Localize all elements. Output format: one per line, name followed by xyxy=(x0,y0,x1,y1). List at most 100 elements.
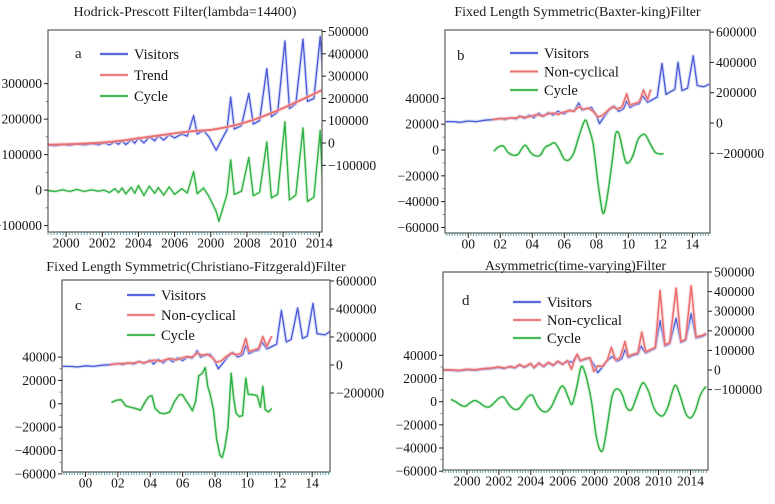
y-axis-right-tick-label: −200000 xyxy=(336,386,384,401)
y-axis-right-tick-label: 200000 xyxy=(328,91,369,106)
series-halo-cycle xyxy=(110,365,274,460)
y-axis-right-tick-label: 200000 xyxy=(716,85,757,100)
y-axis-left-tick-label: 200000 xyxy=(2,112,43,127)
y-axis-right-tick-label: 100000 xyxy=(714,343,755,358)
x-axis-tick-label: 2010 xyxy=(270,236,297,251)
x-axis-tick-label: 2006 xyxy=(161,236,188,251)
x-axis-tick-label: 2010 xyxy=(645,474,672,489)
legend-label: Trend xyxy=(134,68,169,84)
series-line-non-cyclical xyxy=(492,89,652,121)
x-axis-tick-label: 04 xyxy=(526,237,540,252)
x-axis-tick-label: 2008 xyxy=(233,236,260,251)
panel-baxter-king: Fixed Length Symmetric(Baxter-king)Filte… xyxy=(390,0,775,252)
y-axis-right-tick-label: 300000 xyxy=(328,69,369,84)
y-axis-left-tick-label: 40000 xyxy=(405,91,439,106)
x-axis-tick-label: 2000 xyxy=(453,474,480,489)
x-axis-tick-label: 02 xyxy=(493,237,507,252)
y-axis-left-tick-label: −20000 xyxy=(398,168,440,183)
y-axis-left-tick-label: −40000 xyxy=(15,443,57,458)
series-line-cycle xyxy=(493,119,664,215)
panel-title: Asymmetric(time-varying)Filter xyxy=(484,259,667,274)
series-group xyxy=(62,301,331,460)
y-axis-left-tick-label: 0 xyxy=(430,394,437,409)
series-line-cycle xyxy=(450,365,707,453)
series-line-non-cyclical xyxy=(443,285,707,373)
y-axis-right-tick-label: −200000 xyxy=(716,146,764,161)
y-axis-right-tick-label: 400000 xyxy=(714,284,755,299)
legend-label: Non-cyclical xyxy=(544,65,619,81)
panel-letter: b xyxy=(457,48,465,64)
x-axis-tick-label: 2006 xyxy=(549,474,576,489)
y-axis-left-tick-label: 20000 xyxy=(405,117,439,132)
x-axis-tick-label: 00 xyxy=(461,237,475,252)
y-axis-right-tick-label: 400000 xyxy=(328,46,369,61)
y-axis-right-tick-label: 600000 xyxy=(716,25,757,40)
x-axis-tick-label: 04 xyxy=(144,476,158,491)
x-axis-tick-label: 14 xyxy=(686,237,700,252)
y-axis-left-tick-label: −20000 xyxy=(15,420,57,435)
legend-label: Visitors xyxy=(161,288,206,304)
y-axis-right-tick-label: 400000 xyxy=(716,55,757,70)
x-axis-tick-label: 2008 xyxy=(613,474,640,489)
y-axis-right-tick-label: 500000 xyxy=(328,24,369,39)
series-halo-cycle xyxy=(492,118,664,216)
y-axis-right-tick-label: −100000 xyxy=(328,158,376,173)
x-axis-tick-label: 2002 xyxy=(485,474,512,489)
y-axis-right-tick-label: 0 xyxy=(328,136,335,151)
y-axis-left-tick-label: 0 xyxy=(35,183,42,198)
x-axis-tick-label: 2014 xyxy=(677,474,704,489)
x-axis-tick-label: 2002 xyxy=(89,236,116,251)
y-axis-left-tick-label: −60000 xyxy=(396,464,438,479)
baxter-king-chart-canvas: 00 02 04 06 08 10 12 1440000200000−20000−40000−… xyxy=(398,25,765,252)
y-axis-right-tick-label: 400000 xyxy=(336,301,377,316)
panel-letter: d xyxy=(462,293,470,309)
series-line-cycle xyxy=(47,121,323,222)
x-axis-tick-label: 2014 xyxy=(306,236,333,251)
y-axis-left-tick-label: −20000 xyxy=(396,417,438,432)
x-axis-tick-label: 2000 xyxy=(53,236,80,251)
legend-label: Visitors xyxy=(547,295,592,311)
panel-hodrick-prescott: Hodrick-Prescott Filter(lambda=14400) 20… xyxy=(0,0,390,252)
y-axis-right-tick-label: 0 xyxy=(336,358,343,373)
y-axis-right-tick-label: −100000 xyxy=(714,382,762,397)
y-axis-right-tick-label: 300000 xyxy=(714,304,755,319)
series-line-trend xyxy=(47,88,323,146)
y-axis-right-tick-label: 200000 xyxy=(714,323,755,338)
x-axis-tick-label: 00 xyxy=(79,476,93,491)
series-line-cycle xyxy=(111,366,273,459)
y-axis-left-tick-label: 0 xyxy=(49,396,56,411)
y-axis-right-tick-label: 200000 xyxy=(336,329,377,344)
y-axis-left-tick-label: 20000 xyxy=(403,371,437,386)
series-line-non-cyclical xyxy=(109,335,273,366)
panel-christiano-fitzgerald: Fixed Length Symmetric(Christiano-Fitzge… xyxy=(0,252,390,504)
asymmetric-filter-chart-canvas: 2000 2002 2004 2006 2000 2008 2010 2014 40000 200… xyxy=(396,265,763,489)
panel-title: Fixed Length Symmetric(Christiano-Fitzge… xyxy=(46,260,346,275)
x-axis-tick-label: 14 xyxy=(305,476,319,491)
panel-title: Hodrick-Prescott Filter(lambda=14400) xyxy=(73,5,297,20)
x-axis-tick-label: 2000 xyxy=(581,474,608,489)
legend-label: Non-cyclical xyxy=(547,313,622,329)
panel-asymmetric: Asymmetric(time-varying)Filter 2000 2002 2… xyxy=(390,252,775,504)
panel-letter: c xyxy=(75,298,82,314)
y-axis-left-tick-label: −40000 xyxy=(396,441,438,456)
y-axis-left-tick-label: 0 xyxy=(432,143,439,158)
legend-label: Non-cyclical xyxy=(161,308,236,324)
x-axis-tick-label: 2000 xyxy=(197,236,224,251)
y-axis-right-tick-label: 0 xyxy=(716,116,723,131)
legend-label: Cycle xyxy=(134,89,168,105)
x-axis-tick-label: 06 xyxy=(176,476,190,491)
y-axis-left-tick-label: −40000 xyxy=(398,194,440,209)
y-axis-left-tick-label: 100000 xyxy=(2,147,43,162)
legend-label: Cycle xyxy=(547,331,581,347)
x-axis-tick-label: 10 xyxy=(622,237,636,252)
christiano-fitzgerald-chart-canvas: 00 02 04 06 08 10 12 1440000200000−20000−40000−… xyxy=(15,273,385,491)
plot-border xyxy=(442,271,709,471)
x-axis-tick-label: 2004 xyxy=(517,474,544,489)
y-axis-left-tick-label: 40000 xyxy=(403,348,437,363)
hp-filter-chart-canvas: 2000 2002 2004 2006 2000 2008 2010 2014 300000 20… xyxy=(0,24,376,251)
panel-title: Fixed Length Symmetric(Baxter-king)Filte… xyxy=(454,5,701,20)
plot-border xyxy=(47,29,323,233)
y-axis-left-tick-label: −60000 xyxy=(15,466,57,481)
x-axis-tick-label: 12 xyxy=(654,237,668,252)
